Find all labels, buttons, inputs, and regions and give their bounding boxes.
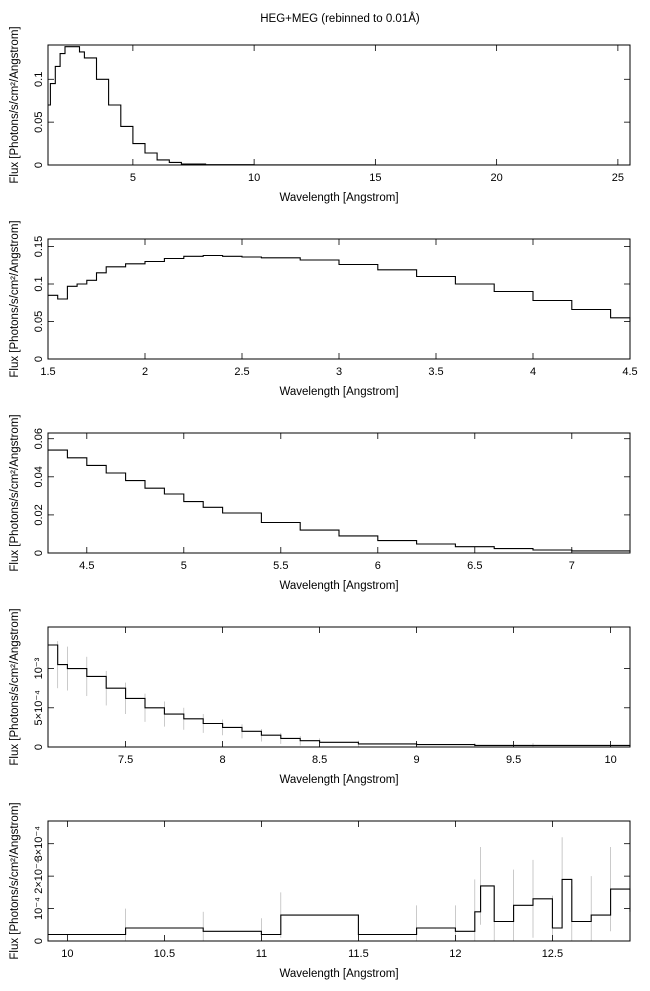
chart-panel-1: 5 10 15 20 25 0 0.05 0.1 Wavelength [Angstrom] Fl… [9,26,631,204]
y-tick-label: 0 [33,938,45,944]
x-tick-label: 12.5 [542,948,563,960]
x-tick-label: 4.5 [622,366,637,378]
y-tick-label: 0.04 [33,466,45,487]
x-tick-label: 1.5 [40,366,55,378]
x-tick-label: 15 [369,172,381,184]
x-tick-label: 12 [449,948,461,960]
x-tick-label: 20 [491,172,503,184]
y-tick-label: 0.05 [33,111,45,132]
plot-frame [47,432,631,554]
y-axis-label: Flux [Photons/s/cm²/Angstrom] [9,26,21,183]
y-tick-label: 10⁻³ [33,657,45,679]
y-tick-label: 0 [33,550,45,556]
spectrum-line [48,878,631,936]
y-axis-label: Flux [Photons/s/cm²/Angstrom] [9,414,21,571]
x-tick-label: 10 [604,754,616,766]
y-axis-label: Flux [Photons/s/cm²/Angstrom] [9,802,21,959]
y-tick-label: 0 [33,356,45,362]
x-tick-label: 5.5 [273,560,288,572]
spectrum-line [48,46,630,166]
figure-title: HEG+MEG (rebinned to 0.01Å) [260,12,420,25]
y-axis-label: Flux [Photons/s/cm²/Angstrom] [9,608,21,765]
plot-frame [47,44,631,166]
x-tick-label: 5 [130,172,136,184]
y-tick-label: 0.1 [33,72,45,87]
x-tick-label: 7.5 [118,754,133,766]
chart-panel-2: 1.5 2 2.5 3 3.5 4 4.5 0 0.05 0.1 0.15 Wavelength [A… [9,220,638,398]
y-tick-label: 0 [33,744,45,750]
x-tick-label: 3.5 [428,366,443,378]
x-tick-label: 10.5 [154,948,175,960]
x-axis-label: Wavelength [Angstrom] [279,968,398,980]
spectrum-line [48,644,631,747]
x-tick-label: 5 [181,560,187,572]
x-tick-label: 11 [256,948,267,960]
x-tick-label: 25 [612,172,624,184]
plot-frame [47,238,631,360]
y-tick-label: 0.15 [33,236,45,257]
x-tick-label: 11.5 [348,948,369,960]
x-tick-label: 4 [530,366,536,378]
x-tick-label: 6.5 [467,560,482,572]
y-tick-label: 0 [33,162,45,168]
x-tick-label: 4.5 [79,560,94,572]
x-axis-label: Wavelength [Angstrom] [279,386,398,398]
plot-frame [47,820,631,942]
plot-frame [47,626,631,748]
y-tick-label: 0.1 [33,276,45,291]
x-axis-label: Wavelength [Angstrom] [279,774,398,786]
spectrum-line [48,254,631,322]
y-tick-label: 0.05 [33,311,45,332]
x-tick-label: 10 [61,948,73,960]
x-axis-label: Wavelength [Angstrom] [279,580,398,592]
y-tick-label: 0.02 [33,504,45,525]
chart-panel-3: 4.5 5 5.5 6 6.5 7 0 0.02 0.04 0.06 Wavelength [Ang… [9,414,631,592]
y-tick-label: 3×10⁻⁴ [33,826,45,862]
chart-panel-5: 10 10.5 11 11.5 12 12.5 0 10⁻⁴ 2×10⁻⁴3×10⁻⁴ Wavel… [9,802,631,980]
x-tick-label: 3 [336,366,342,378]
x-tick-label: 8 [220,754,226,766]
x-tick-label: 9 [414,754,420,766]
x-tick-label: 8.5 [312,754,327,766]
y-axis-label: Flux [Photons/s/cm²/Angstrom] [9,220,21,377]
x-tick-label: 6 [375,560,381,572]
spectrum-line [48,449,631,552]
chart-panel-4: 7.5 8 8.5 9 9.5 10 0 5×10⁻⁴ 10⁻³ Wavelength [Angs… [9,608,631,786]
y-tick-label: 10⁻⁴ [33,897,45,920]
x-tick-label: 2.5 [234,366,249,378]
x-tick-label: 7 [569,560,575,572]
x-tick-label: 9.5 [506,754,521,766]
x-tick-label: 2 [142,366,148,378]
x-axis-label: Wavelength [Angstrom] [279,192,398,204]
y-tick-label: 5×10⁻⁴ [33,690,45,726]
y-tick-label: 2×10⁻⁴ [33,858,45,894]
y-tick-label: 0.06 [33,428,45,449]
x-tick-label: 10 [248,172,260,184]
